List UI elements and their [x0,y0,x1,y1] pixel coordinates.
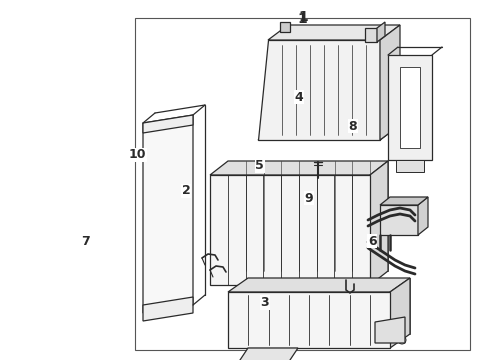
Polygon shape [380,25,400,140]
Text: 6: 6 [368,235,377,248]
Bar [135,18,470,350]
Polygon shape [400,67,420,148]
Polygon shape [228,292,390,348]
Polygon shape [248,278,410,334]
Polygon shape [380,197,428,205]
Polygon shape [268,25,400,40]
Polygon shape [143,297,193,321]
Text: 9: 9 [304,192,313,204]
Text: 2: 2 [182,184,191,197]
Text: 1: 1 [297,12,307,26]
Polygon shape [228,161,388,271]
Text: 10: 10 [128,148,146,161]
Polygon shape [228,278,410,292]
Text: 7: 7 [81,235,90,248]
Text: 1: 1 [298,10,308,24]
Polygon shape [210,175,370,285]
Polygon shape [390,278,410,348]
Polygon shape [143,115,193,133]
Polygon shape [388,55,432,160]
Polygon shape [375,317,405,343]
Text: 3: 3 [260,296,269,309]
Polygon shape [365,28,377,42]
Polygon shape [418,197,428,235]
Polygon shape [238,348,298,360]
Text: 5: 5 [255,159,264,172]
Polygon shape [370,161,388,285]
Polygon shape [143,115,193,313]
Polygon shape [258,40,380,140]
Text: 4: 4 [294,91,303,104]
Polygon shape [258,125,400,140]
Polygon shape [377,22,385,42]
Text: 8: 8 [348,120,357,132]
Polygon shape [396,160,424,172]
Polygon shape [280,22,290,32]
Polygon shape [380,205,418,235]
Polygon shape [210,161,388,175]
